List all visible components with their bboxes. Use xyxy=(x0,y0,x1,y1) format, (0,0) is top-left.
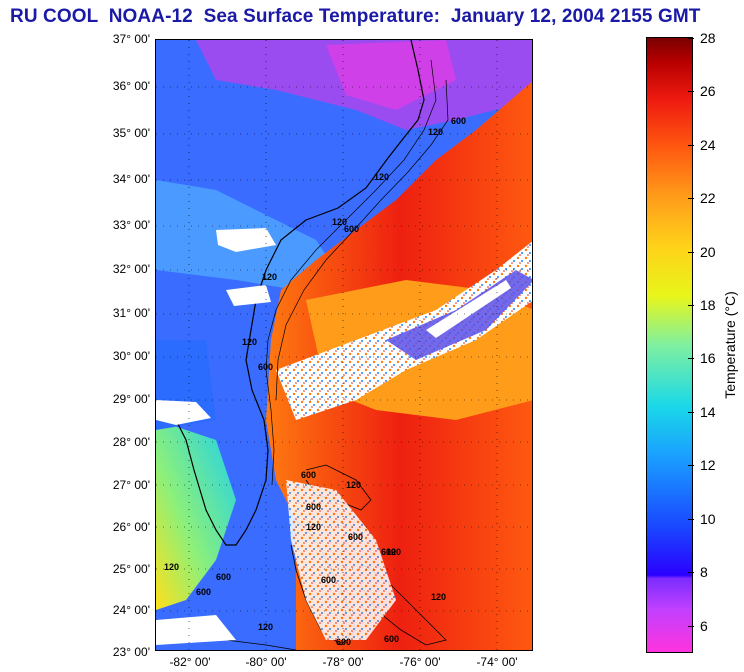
isobath-label: 600 xyxy=(344,224,359,234)
colorbar-label-14: 14 xyxy=(700,404,716,420)
colorbar-tick xyxy=(688,626,694,627)
lon-label-82: -82° 00' xyxy=(169,655,211,669)
isobath-label: 600 xyxy=(348,532,363,542)
cold-water-northeast xyxy=(326,40,456,110)
lon-label-80: -80° 00' xyxy=(245,655,287,669)
lat-label-33: 33° 00' xyxy=(112,218,150,232)
isobath-label: 120 xyxy=(332,217,347,227)
isobath-label: 600 xyxy=(384,634,399,644)
colorbar-label-10: 10 xyxy=(700,511,716,527)
colorbar-title: Temperature (°C) xyxy=(722,291,738,399)
isobath-label: 600 xyxy=(306,502,321,512)
lat-label-25: 25° 00' xyxy=(112,562,150,576)
gulf-shelf-water xyxy=(156,420,236,610)
isobath-label: 600 xyxy=(216,572,231,582)
isobath-label: 600 xyxy=(381,547,396,557)
isobath-shelf-600 xyxy=(275,79,449,401)
colorbar-tick xyxy=(688,572,694,573)
colorbar-label-6: 6 xyxy=(700,618,708,634)
colorbar-label-20: 20 xyxy=(700,244,716,260)
isobath-label: 600 xyxy=(321,575,336,585)
isobath-label: 120 xyxy=(262,272,277,282)
colorbar-tick xyxy=(688,412,694,413)
lat-label-31: 31° 00' xyxy=(112,306,150,320)
lat-label-24: 24° 00' xyxy=(112,603,150,617)
cloud-patch-5 xyxy=(156,615,236,645)
isobath-label: 600 xyxy=(301,470,316,480)
lat-label-34: 34° 00' xyxy=(112,172,150,186)
colorbar xyxy=(646,37,693,653)
cloud-strip xyxy=(426,280,511,338)
cloud-patch-2 xyxy=(226,285,271,306)
colorbar-label-28: 28 xyxy=(700,30,716,46)
isobath-shelf-120 xyxy=(265,59,437,486)
isobath-label: 600 xyxy=(336,637,351,647)
colorbar-label-26: 26 xyxy=(700,83,716,99)
colorbar-tick xyxy=(688,145,694,146)
colorbar-label-18: 18 xyxy=(700,297,716,313)
colorbar-label-16: 16 xyxy=(700,350,716,366)
map-title: RU COOL NOAA-12 Sea Surface Temperature:… xyxy=(10,6,701,27)
sst-map-canvas: 120 600 120 600 120 600 120 120 600 600 … xyxy=(156,40,532,650)
isobath-label: 120 xyxy=(346,480,361,490)
isobath-label: 120 xyxy=(242,337,257,347)
isobath-label: 120 xyxy=(258,622,273,632)
isobath-label: 600 xyxy=(258,362,273,372)
grid-lines xyxy=(156,40,532,650)
isobath-label: 600 xyxy=(196,587,211,597)
lat-label-37: 37° 00' xyxy=(112,32,150,46)
isobath-label: 120 xyxy=(374,172,389,182)
cloud-band xyxy=(276,241,532,420)
colorbar-tick xyxy=(688,305,694,306)
lat-label-30: 30° 00' xyxy=(112,349,150,363)
isobath-label: 120 xyxy=(386,547,401,557)
cloud-patch-1 xyxy=(216,228,276,252)
colorbar-tick xyxy=(688,38,694,39)
lat-label-32: 32° 00' xyxy=(112,262,150,276)
colorbar-tick xyxy=(688,465,694,466)
lat-label-23: 23° 00' xyxy=(112,645,150,659)
isobath-labels: 120 600 120 600 120 600 120 120 600 600 … xyxy=(164,116,466,647)
cloud-patch-4 xyxy=(286,480,396,640)
colorbar-label-8: 8 xyxy=(700,564,708,580)
lat-label-26: 26° 00' xyxy=(112,520,150,534)
isobath-label: 120 xyxy=(164,562,179,572)
isobath-label: 120 xyxy=(428,127,443,137)
lat-label-29: 29° 00' xyxy=(112,392,150,406)
coastline xyxy=(156,40,425,546)
sst-map[interactable]: 120 600 120 600 120 600 120 120 600 600 … xyxy=(155,39,533,651)
colorbar-tick xyxy=(688,91,694,92)
lat-label-27: 27° 00' xyxy=(112,478,150,492)
cloud-patch-3 xyxy=(156,400,211,425)
lat-label-35: 35° 00' xyxy=(112,126,150,140)
colorbar-tick xyxy=(688,358,694,359)
isobath-label: 120 xyxy=(431,592,446,602)
colorbar-label-24: 24 xyxy=(700,137,716,153)
colorbar-label-12: 12 xyxy=(700,457,716,473)
bahamas-outline-3 xyxy=(355,559,447,646)
isobath-label: 120 xyxy=(306,522,321,532)
colorbar-tick xyxy=(688,198,694,199)
colorbar-tick xyxy=(688,252,694,253)
lat-label-36: 36° 00' xyxy=(112,79,150,93)
lat-label-28: 28° 00' xyxy=(112,435,150,449)
lon-label-78: -78° 00' xyxy=(322,655,364,669)
colorbar-tick xyxy=(688,519,694,520)
lon-label-74: -74° 00' xyxy=(476,655,518,669)
isobath-label: 600 xyxy=(451,116,466,126)
colorbar-label-22: 22 xyxy=(700,190,716,206)
lon-label-76: -76° 00' xyxy=(399,655,441,669)
